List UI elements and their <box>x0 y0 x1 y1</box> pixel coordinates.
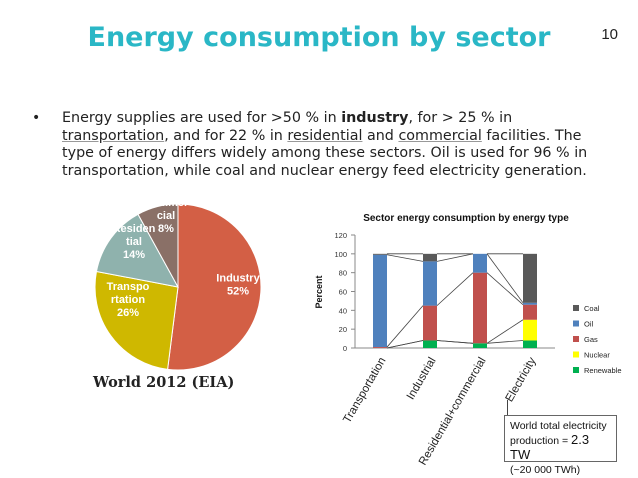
series-connector-line <box>436 253 474 262</box>
y-tick-label: 60 <box>339 288 347 297</box>
text-part-3: , and for 22 % in <box>164 127 288 144</box>
series-connector-line <box>386 340 424 349</box>
legend-label-oil: Oil <box>584 320 594 329</box>
bar-segment-oil <box>373 254 387 348</box>
pie-caption: World 2012 (EIA) <box>93 374 235 391</box>
legend-swatch-gas <box>573 336 579 342</box>
text-part-4: and <box>362 127 399 144</box>
legend-label-renewable: Renewable <box>584 366 622 375</box>
legend-swatch-coal <box>573 305 579 311</box>
bar-segment-gas <box>473 272 487 344</box>
bar-segment-gas <box>423 305 437 341</box>
y-tick-label: 40 <box>339 306 347 315</box>
bar-segment-coal <box>523 253 537 303</box>
bar-chart-title: Sector energy consumption by energy type <box>363 213 569 224</box>
series-connector-line <box>436 272 474 306</box>
series-connector-line <box>486 319 524 344</box>
bar-segment-oil <box>523 302 537 305</box>
legend-swatch-oil <box>573 320 579 327</box>
electricity-note-box: World total electricity production = 2.3… <box>504 415 617 476</box>
text-commercial: commercial <box>398 127 482 144</box>
pie-label-transportation: Transpo rtation 26% <box>107 281 150 319</box>
series-connector-line <box>486 253 524 304</box>
pie-slice-residential <box>95 213 179 288</box>
note-value: 2.3 TW <box>510 432 590 462</box>
series-connector-line <box>386 254 424 262</box>
bar-segment-renewable <box>473 343 487 348</box>
series-connector-line <box>486 272 524 305</box>
y-tick-label: 100 <box>334 250 347 259</box>
pie-slice-transportation <box>94 270 179 370</box>
bar-segment-gas <box>373 347 387 348</box>
series-connector-line <box>436 340 474 344</box>
bar-segment-coal <box>423 253 437 262</box>
y-tick-label: 0 <box>343 344 347 353</box>
note-line-1: World total electricity <box>510 420 607 432</box>
legend-swatch-renewable <box>573 367 579 373</box>
y-tick-label: 80 <box>339 269 347 278</box>
text-residential: residential <box>287 127 363 144</box>
series-connector-line <box>486 340 524 344</box>
note-line-2-prefix: production = <box>510 435 572 447</box>
text-industry: industry <box>341 110 409 126</box>
bar-segment-coal <box>373 253 387 255</box>
slide-number: 10 <box>601 26 618 43</box>
text-transportation: transportation <box>62 127 165 144</box>
note-line-2: production = 2.3 TW <box>510 433 611 463</box>
pie-slice-commercial <box>137 203 179 288</box>
bar-segment-renewable <box>523 340 537 348</box>
bar-segment-oil <box>423 261 437 306</box>
legend-label-gas: Gas <box>584 335 598 344</box>
note-connector-line <box>507 400 508 415</box>
pie-label-residential: Residen tial 14% <box>113 223 156 261</box>
bar-segment-renewable <box>423 340 437 348</box>
x-category-label: Transportation <box>341 356 388 426</box>
y-tick-label: 120 <box>334 231 347 240</box>
text-part-5: facilities. The type of energy differs w… <box>62 127 588 179</box>
text-part-1: Energy supplies are used for >50 % in <box>62 110 342 126</box>
x-category-label: Electricity <box>504 355 539 404</box>
y-axis-label: Percent <box>314 275 324 308</box>
pie-slice-industry <box>167 203 262 371</box>
bullet-text: Energy supplies are used for >50 % in in… <box>62 110 617 180</box>
series-connector-line <box>386 305 424 348</box>
bar-segment-oil <box>473 253 487 273</box>
x-category-label: Industrial <box>405 356 439 402</box>
bar-segment-gas <box>523 304 537 320</box>
note-line-3: (~20 000 TWh) <box>510 464 581 476</box>
legend-label-coal: Coal <box>584 304 600 313</box>
text-part-2: , for > 25 % in <box>408 110 513 126</box>
bar-segment-nuclear <box>523 319 537 341</box>
pie-label-commercial: Commer cial 8% <box>144 197 189 235</box>
legend-swatch-nuclear <box>573 351 579 358</box>
legend-label-nuclear: Nuclear <box>584 351 610 360</box>
pie-label-industry: Industry 52% <box>216 273 260 298</box>
bullet-marker: • <box>32 110 41 126</box>
slide-title: Energy consumption by sector <box>87 22 551 53</box>
y-tick-label: 20 <box>339 325 347 334</box>
